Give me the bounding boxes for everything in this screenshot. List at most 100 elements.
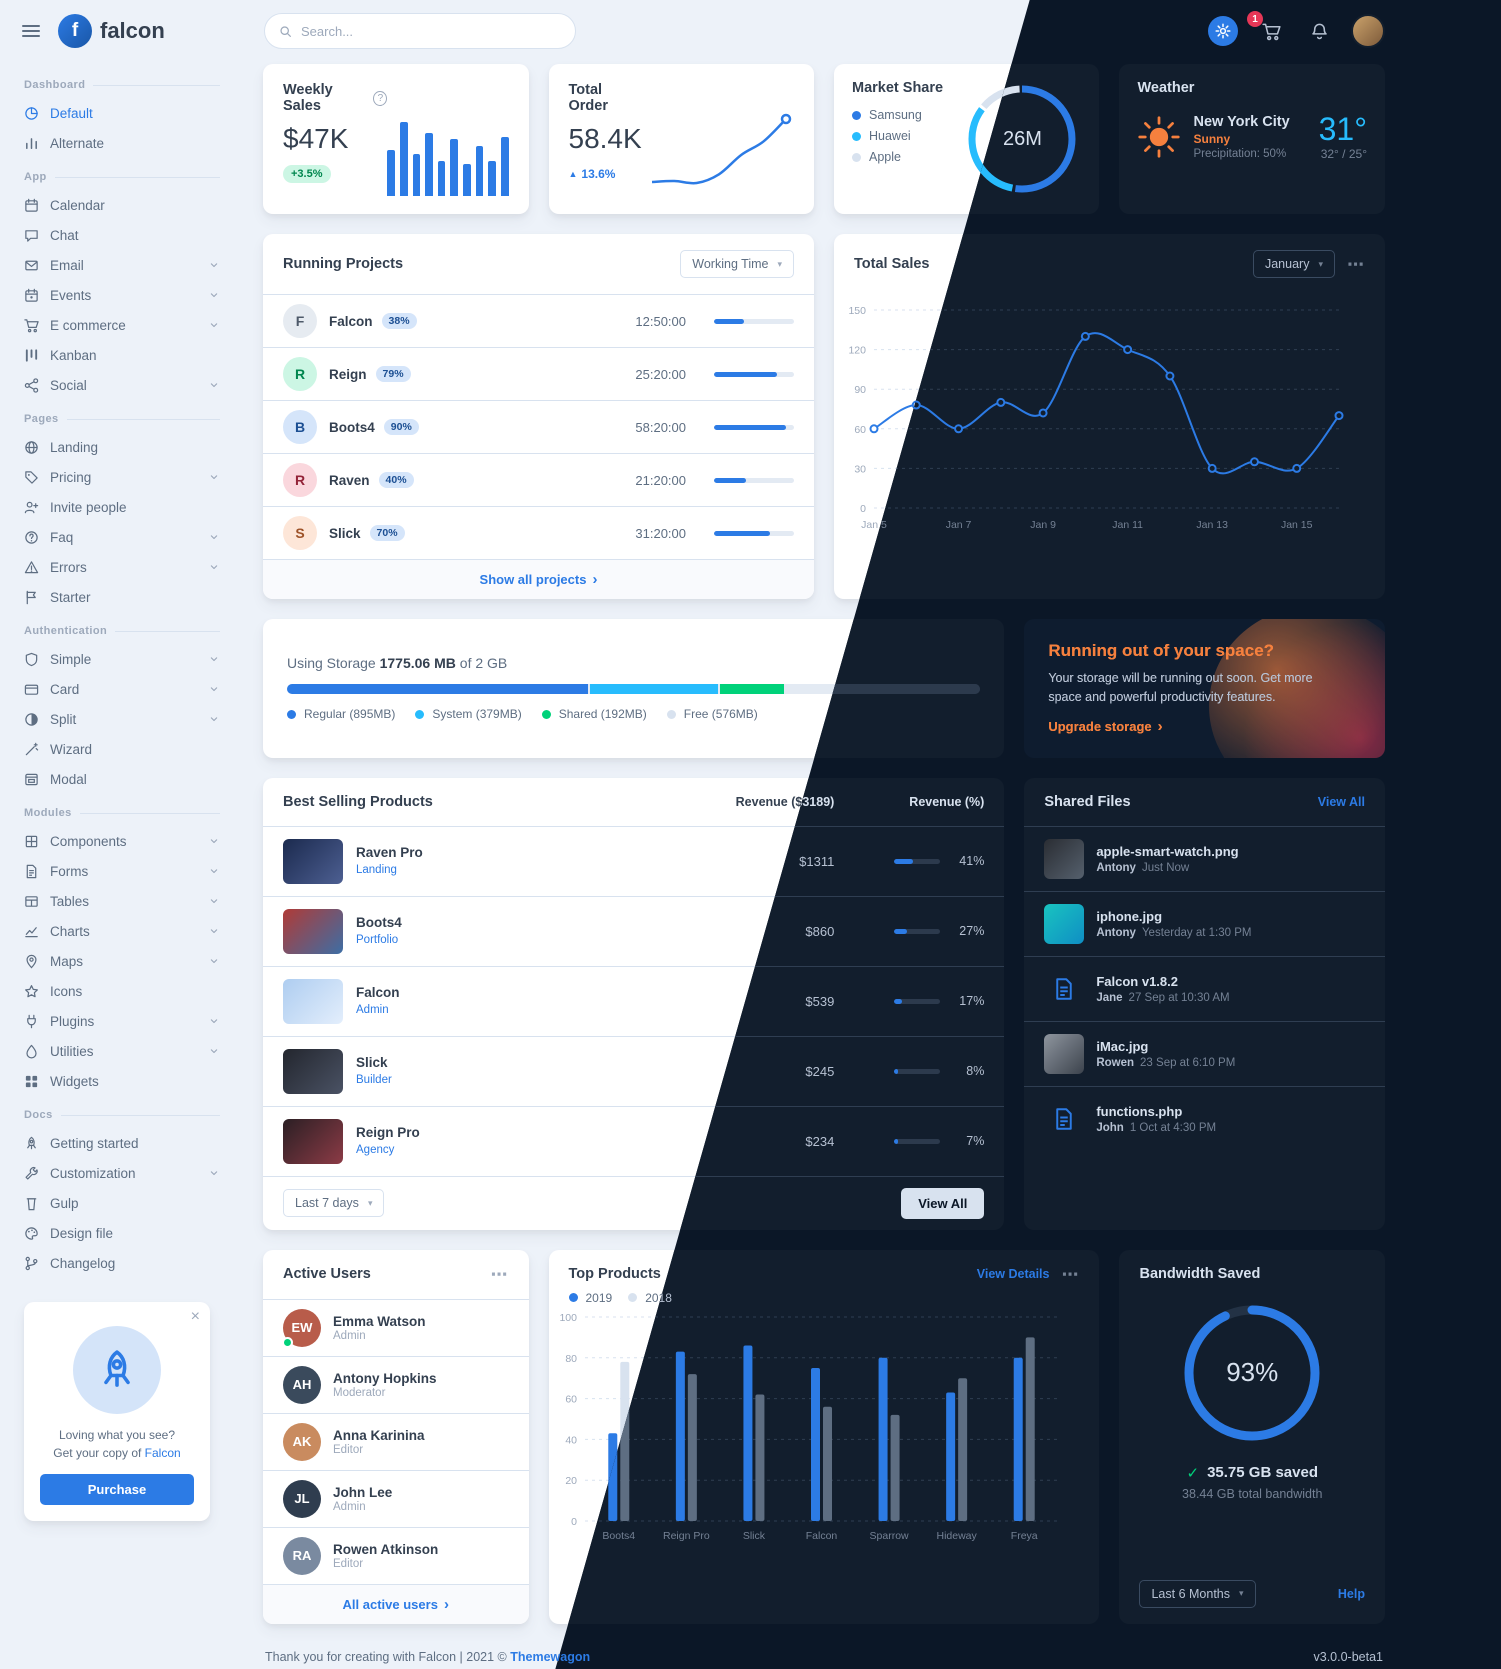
profile-avatar[interactable] [1351,14,1385,48]
cart-button[interactable]: 1 [1247,11,1287,47]
user-name-link[interactable]: Emma Watson [333,1313,426,1329]
working-time-select[interactable]: Working Time▾ [680,250,794,278]
project-name-link[interactable]: Raven [329,472,370,488]
sidebar-item[interactable]: Starter [24,582,220,612]
user-name-link[interactable]: Anna Karinina [333,1427,425,1443]
file-name-link[interactable]: apple-smart-watch.png [1096,843,1239,859]
sidebar-item[interactable]: Errors [24,552,220,582]
sidebar-item[interactable]: Events [24,280,220,310]
sidebar-item[interactable]: Icons [24,976,220,1006]
all-active-users-link[interactable]: All active users› [263,1584,529,1624]
file-name-link[interactable]: iMac.jpg [1096,1038,1149,1054]
view-details-link[interactable]: View Details [976,1267,1050,1282]
product-name-link[interactable]: Slick [356,1054,388,1070]
sidebar-item[interactable]: Charts [24,916,220,946]
user-name-link[interactable]: Rowen Atkinson [333,1541,439,1557]
project-name-link[interactable]: Falcon [329,313,373,329]
view-all-link[interactable]: View All [1317,794,1365,809]
sidebar-section-heading: Dashboard [24,79,220,91]
user-name-link[interactable]: Antony Hopkins [333,1370,437,1386]
sidebar-item[interactable]: Components [24,826,220,856]
more-menu-icon[interactable]: ⋯ [1347,254,1365,274]
sidebar-item[interactable]: Widgets [24,1066,220,1096]
sidebar-item[interactable]: Kanban [24,340,220,370]
menu-toggle-button[interactable] [14,14,48,48]
month-select[interactable]: January▾ [1252,250,1335,278]
sidebar-item[interactable]: Getting started [24,1128,220,1158]
search-box[interactable] [264,13,576,49]
sidebar-item[interactable]: Customization [24,1158,220,1188]
product-category-link[interactable]: Portfolio [356,933,399,946]
themewagon-link[interactable]: Themewagon [555,1650,590,1664]
project-name-link[interactable]: Reign [329,366,367,382]
sidebar-item[interactable]: Pricing [24,462,220,492]
product-name-link[interactable]: Falcon [356,984,400,1000]
project-name-link[interactable]: Slick [329,525,361,541]
product-name-link[interactable]: Reign Pro [356,1124,420,1140]
arrow-right-icon: › [443,1595,449,1613]
product-category-link[interactable]: Admin [356,1003,389,1016]
brand-logo[interactable]: f falcon [58,14,226,48]
product-category-link[interactable]: Landing [356,863,397,876]
sidebar-item[interactable]: Forms [24,856,220,886]
file-name-link[interactable]: iphone.jpg [1096,908,1163,924]
product-name-link[interactable]: Boots4 [356,914,402,930]
sidebar-item[interactable]: Wizard [24,734,220,764]
user-name-link[interactable]: John Lee [333,1484,393,1500]
product-category-link[interactable]: Builder [356,1073,392,1086]
card-title: Best Selling Products [283,793,433,810]
upgrade-storage-link[interactable]: Upgrade storage › [1048,717,1163,735]
notifications-button[interactable] [1303,15,1335,47]
sidebar-item[interactable]: Split [24,704,220,734]
sidebar-item[interactable]: Landing [24,432,220,462]
sidebar-item[interactable]: Chat [24,220,220,250]
sidebar-item-label: Kanban [50,347,97,363]
weather-city: New York City [1193,113,1290,130]
sidebar-item[interactable]: Invite people [24,492,220,522]
product-category-link[interactable]: Agency [356,1143,395,1156]
project-name-link[interactable]: Boots4 [329,419,375,435]
show-all-projects-link[interactable]: Show all projects› [263,560,814,599]
close-icon[interactable]: × [190,1308,200,1325]
help-link[interactable]: Help [1337,1586,1365,1601]
sidebar-item[interactable]: Calendar [24,190,220,220]
sidebar-item[interactable]: Tables [24,886,220,916]
legend-item[interactable]: 2019 [568,1291,612,1305]
search-input[interactable] [301,23,561,39]
sidebar-item[interactable]: Changelog [24,1248,220,1278]
sidebar-item[interactable]: Gulp [24,1188,220,1218]
last-6-months-select[interactable]: Last 6 Months▾ [1139,1579,1256,1608]
sidebar-item[interactable]: E commerce [24,310,220,340]
last-7-days-select[interactable]: Last 7 days▾ [283,1189,385,1218]
product-name-link[interactable]: Raven Pro [356,844,423,860]
falcon-link[interactable]: Falcon [144,1446,181,1460]
settings-button[interactable] [1207,15,1239,47]
purchase-button[interactable]: Purchase [40,1474,194,1505]
sidebar-item[interactable]: Modal [24,764,220,794]
sidebar-item[interactable]: Maps [24,946,220,976]
sidebar-item[interactable]: Utilities [24,1036,220,1066]
sidebar-item[interactable]: Social [24,370,220,400]
more-menu-icon[interactable]: ⋯ [490,1264,509,1284]
sidebar-item[interactable]: Simple [24,644,220,674]
upgrade-storage-link[interactable]: Upgrade storage › [1048,717,1163,735]
sidebar-item[interactable]: Default [24,98,220,128]
file-name-link[interactable]: functions.php [1096,1103,1183,1119]
sidebar-item[interactable]: Plugins [24,1006,220,1036]
help-icon[interactable]: ? [373,90,388,106]
sidebar-item[interactable]: Card [24,674,220,704]
more-menu-icon[interactable]: ⋯ [1061,1264,1080,1284]
weekly-sales-card: Weekly Sales ? $47K +3.5% [263,64,529,214]
sidebar-item[interactable]: Faq [24,522,220,552]
shopping-cart-icon [24,318,39,333]
file-name-link[interactable]: Falcon v1.8.2 [1096,973,1178,989]
view-all-button[interactable]: View All [901,1187,985,1219]
sidebar-item[interactable]: Alternate [24,128,220,158]
sidebar-item[interactable]: Email [24,250,220,280]
sidebar-item[interactable]: Design file [24,1218,220,1248]
